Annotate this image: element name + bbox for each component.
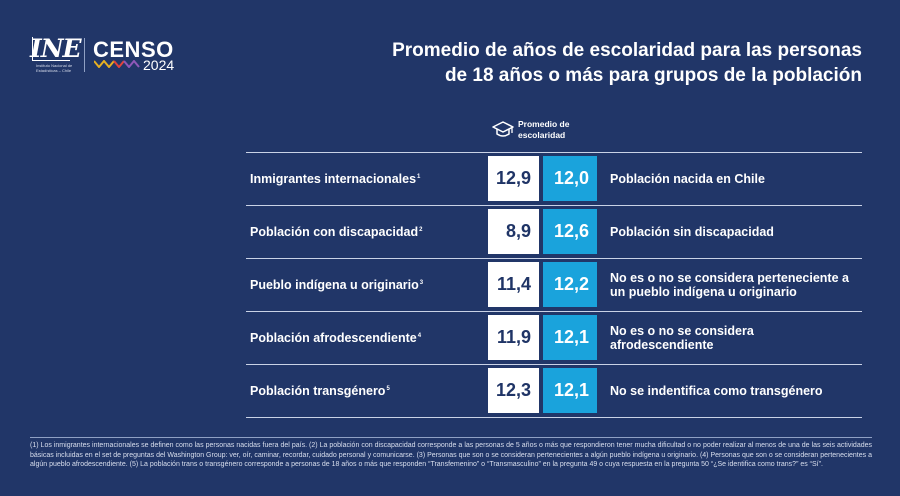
title-line-1: Promedio de años de escolaridad para las… [392,40,862,61]
group-value: 11,9 [488,315,539,360]
group-label-text: Población afrodescendiente [250,331,417,345]
censo-logo-zigzag-icon [94,60,140,68]
group-label-text: Población con discapacidad [250,225,419,239]
page-title: Promedio de años de escolaridad para las… [300,38,862,88]
comparison-label: No es o no se considera perteneciente a … [610,271,849,299]
comparison-label: Población sin discapacidad [610,225,774,239]
group-label-text: Población transgénero [250,384,386,398]
footnote-ref: 2 [419,227,423,233]
comparison-value: 12,6 [543,209,597,254]
ine-logo-mark: INE [30,34,82,63]
comparison-value: 12,1 [543,368,597,413]
table-row: Población transgénero 5 12,3 12,1 No se i… [246,364,862,418]
table-row: Inmigrantes internacionales 1 12,9 12,0 P… [246,152,862,205]
group-label-text: Pueblo indígena u originario [250,278,419,292]
column-header-label: Promedio de escolaridad [518,119,570,140]
group-label: Inmigrantes internacionales 1 [250,153,485,205]
footnote-ref: 5 [386,386,390,392]
footnote-ref: 3 [419,280,424,286]
comparison-value: 12,0 [543,156,597,201]
group-value: 12,9 [488,156,539,201]
table-row: Pueblo indígena u originario 3 11,4 12,2 … [246,258,862,311]
group-label: Población afrodescendiente 4 [250,312,485,364]
table-row: Población con discapacidad 2 8,9 12,6 Pob… [246,205,862,258]
group-value: 12,3 [488,368,539,413]
graduation-cap-icon [492,121,514,137]
censo-logo-word: CENSO [93,37,174,62]
footnote-divider [30,437,872,438]
footnote-ref: 1 [417,174,421,180]
group-label: Población transgénero 5 [250,365,485,417]
group-value: 8,9 [488,209,539,254]
logo-divider [84,38,85,72]
group-label-text: Inmigrantes internacionales [250,172,417,186]
group-label: Población con discapacidad 2 [250,206,485,258]
table-row: Población afrodescendiente 4 11,9 12,1 No… [246,311,862,364]
comparison-label: No se indentifica como transgénero [610,384,823,398]
comparison-table: Inmigrantes internacionales 1 12,9 12,0 P… [246,152,862,418]
ine-logo: INE Instituto Nacional de Estadísticas –… [30,34,82,74]
title-line-2: de 18 años o más para grupos de la pobla… [444,65,862,86]
group-value: 11,4 [488,262,539,307]
comparison-value: 12,2 [543,262,597,307]
footnote-ref: 4 [417,333,422,339]
column-header: Promedio de escolaridad [492,118,612,144]
comparison-label: Población nacida en Chile [610,172,765,186]
comparison-label: No es o no se considera afrodescendiente [610,324,754,352]
censo-logo-year: 2024 [143,57,175,73]
footnote: (1) Los inmigrantes internacionales se d… [30,442,872,468]
ine-logo-subtitle: Instituto Nacional de Estadísticas – Chi… [36,63,73,73]
comparison-value: 12,1 [543,315,597,360]
group-label: Pueblo indígena u originario 3 [250,259,485,311]
